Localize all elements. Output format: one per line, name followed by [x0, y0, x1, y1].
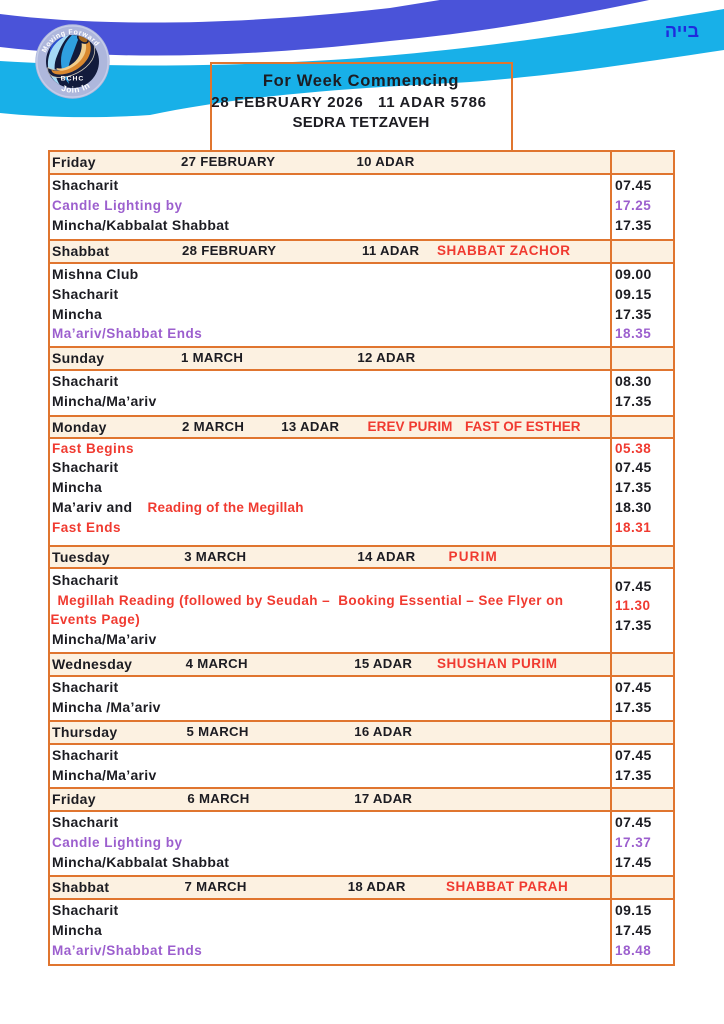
svg-text:BCHC: BCHC	[61, 76, 85, 83]
